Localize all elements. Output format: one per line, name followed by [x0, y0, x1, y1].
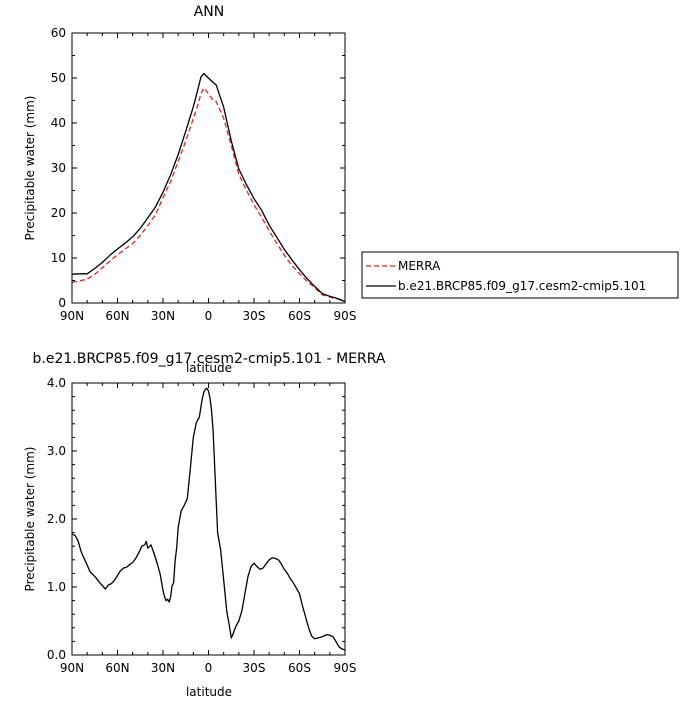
- x-tick-label: 0: [205, 661, 213, 675]
- panel-annual-precipitable-water: ANN Precipitable water (mm) latitude 90N…: [23, 4, 356, 375]
- x-tick-label: 90N: [60, 309, 84, 323]
- chart-title: b.e21.BRCP85.f09_g17.cesm2-cmip5.101 - M…: [33, 351, 386, 367]
- x-axis-label: latitude: [186, 685, 232, 699]
- y-tick-label: 0: [58, 296, 66, 310]
- x-tick-label: 60S: [288, 309, 311, 323]
- y-tick-label: 30: [51, 161, 66, 175]
- x-tick-label: 90S: [334, 309, 357, 323]
- plot-frame: [71, 32, 346, 304]
- y-tick-label: 3.0: [47, 444, 66, 458]
- series-lines: [71, 72, 346, 303]
- y-tick-label: 40: [51, 116, 66, 130]
- y-tick-label: 10: [51, 251, 66, 265]
- legend-box: [361, 251, 679, 299]
- y-tick-label: 2.0: [47, 512, 66, 526]
- legend-label-model: b.e21.BRCP85.f09_g17.cesm2-cmip5.101: [398, 279, 646, 293]
- x-tick-label: 60N: [105, 309, 129, 323]
- x-tick-label: 60S: [288, 661, 311, 675]
- chart-title: ANN: [194, 4, 225, 20]
- y-tick-label: 1.0: [47, 580, 66, 594]
- series-line-0: [71, 387, 346, 651]
- y-tick-label: 4.0: [47, 376, 66, 390]
- y-tick-label: 20: [51, 206, 66, 220]
- x-tick-label: 90S: [334, 661, 357, 675]
- series-line-merra: [71, 87, 346, 303]
- x-tick-label: 30S: [243, 661, 266, 675]
- x-axis-label: latitude: [186, 361, 232, 375]
- legend: MERRA b.e21.BRCP85.f09_g17.cesm2-cmip5.1…: [361, 251, 679, 299]
- y-tick-label: 0.0: [47, 648, 66, 662]
- legend-label-merra: MERRA: [398, 259, 441, 273]
- y-axis-label: Precipitable water (mm): [23, 447, 37, 592]
- y-tick-label: 50: [51, 71, 66, 85]
- series-line-b-e21-brcp85-f09-g17-cesm2-cmip5-101: [71, 72, 346, 303]
- x-tick-label: 30S: [243, 309, 266, 323]
- axis-ticks: 90N 60N 30N 0 30S 60S 90S 0 10 20 30 40 50 60: [51, 26, 357, 323]
- x-tick-label: 60N: [105, 661, 129, 675]
- y-axis-label: Precipitable water (mm): [23, 96, 37, 241]
- plot-frame: [71, 382, 346, 656]
- y-tick-label: 60: [51, 26, 66, 40]
- x-tick-label: 90N: [60, 661, 84, 675]
- series-lines: [71, 387, 346, 651]
- panel-difference: b.e21.BRCP85.f09_g17.cesm2-cmip5.101 - M…: [23, 351, 386, 699]
- x-tick-label: 30N: [151, 661, 175, 675]
- x-tick-label: 30N: [151, 309, 175, 323]
- x-tick-label: 0: [205, 309, 213, 323]
- axis-ticks: 90N 60N 30N 0 30S 60S 90S 0.0 1.0 2.0 3.0 4.0: [47, 376, 357, 675]
